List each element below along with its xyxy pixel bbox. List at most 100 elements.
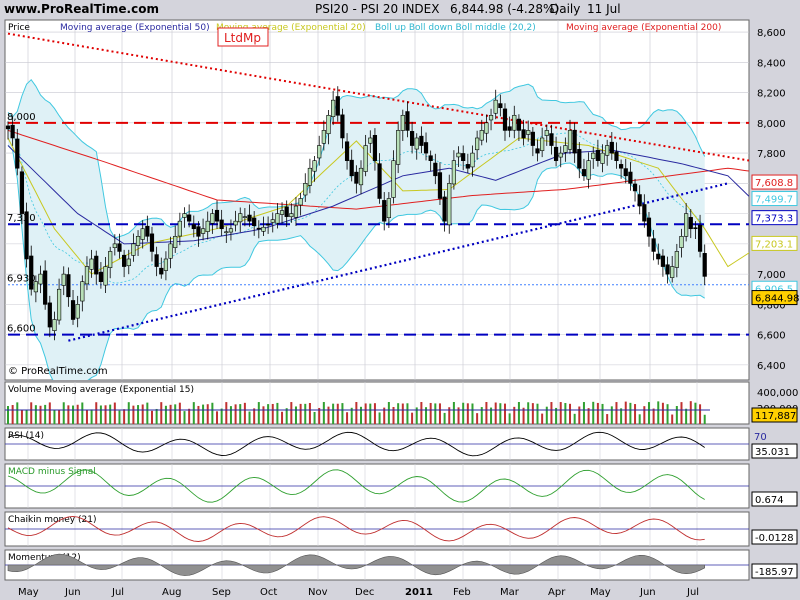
rsi-badge-label: 35.031: [755, 447, 790, 458]
volume-bar: [146, 402, 149, 424]
volume-bar: [141, 404, 144, 424]
volume-bar: [67, 405, 70, 424]
volume-bar: [582, 402, 585, 424]
candle-body: [605, 145, 610, 156]
price-badge: [751, 290, 798, 306]
candle-body: [609, 141, 614, 154]
y-tick-label: 6,600: [757, 331, 786, 342]
candle-body: [80, 281, 85, 302]
candle-body: [451, 160, 456, 185]
candle-body: [145, 225, 150, 237]
volume-bar: [58, 409, 61, 424]
indicator-panels: Volume Moving average (Exponential 15) 40…: [4, 381, 798, 581]
x-tick-label: Jun: [639, 587, 656, 598]
candle-body: [15, 138, 20, 169]
candle-body: [697, 224, 703, 252]
site-label[interactable]: www.ProRealTime.com: [4, 2, 159, 16]
x-tick-label: 2011: [405, 587, 433, 598]
candle-body: [224, 231, 229, 234]
volume-bar: [137, 405, 140, 424]
candle-body: [702, 253, 707, 277]
volume-bar: [276, 402, 279, 424]
y-tick-label: 8,600: [757, 28, 786, 39]
rsi-badge: [751, 443, 798, 459]
volume-bar: [206, 404, 209, 424]
candle-body: [456, 152, 461, 158]
volume-bar: [406, 403, 409, 424]
candle-body: [210, 213, 215, 224]
volume-bar: [39, 405, 42, 424]
candle-body: [261, 226, 266, 232]
volume-bar: [448, 407, 451, 424]
candle-body: [112, 243, 117, 249]
volume-bar: [48, 402, 51, 424]
candle-body: [135, 236, 141, 246]
volume-bar: [234, 404, 237, 424]
volume-bar: [164, 405, 167, 424]
annotation-box[interactable]: [217, 27, 269, 47]
volume-bar: [290, 402, 293, 424]
candle-body: [154, 254, 159, 267]
level-label: 6,930: [7, 274, 36, 285]
candle-body: [614, 151, 619, 161]
volume-bar: [680, 402, 683, 424]
candle-body: [61, 273, 66, 286]
candle-body: [563, 145, 568, 153]
volume-bar: [541, 413, 544, 424]
volume-bar: [174, 404, 177, 424]
volume-bar: [411, 412, 414, 424]
candle-body: [572, 129, 577, 154]
volume-bar: [490, 407, 493, 424]
candle-body: [623, 168, 628, 177]
candle-body: [475, 137, 480, 151]
volume-bar: [661, 402, 664, 424]
candle-body: [642, 204, 647, 222]
candle-body: [549, 133, 554, 146]
price-badge-label: 6,906.5: [755, 284, 793, 295]
candle-body: [298, 198, 303, 206]
volume-bar: [369, 403, 372, 424]
candle-body: [284, 206, 289, 217]
candle-body: [558, 152, 563, 158]
candle-body: [238, 213, 243, 223]
price-plot: [5, 32, 749, 380]
volume-bar: [262, 406, 265, 424]
candle-body: [665, 264, 670, 275]
price-badge-label: 7,499.7: [755, 195, 793, 206]
volume-bar: [95, 402, 98, 424]
volume-bar: [304, 403, 307, 424]
support-trendline: [68, 182, 729, 342]
x-tick-label: May: [18, 587, 39, 598]
candle-body: [386, 198, 391, 218]
volume-bar: [434, 403, 437, 424]
volume-bar: [522, 407, 525, 424]
legend-price: Price: [8, 23, 30, 33]
volume-bar: [188, 408, 191, 424]
candle-body: [331, 99, 336, 117]
candle-body: [447, 183, 452, 226]
candle-body: [84, 266, 90, 285]
volume-bar: [378, 412, 381, 424]
volume-bar: [634, 404, 637, 424]
volume-bar: [536, 403, 539, 424]
candle-body: [465, 164, 470, 169]
candle-body: [270, 219, 275, 223]
volume-bar: [197, 405, 200, 424]
candle-body: [391, 160, 396, 198]
volume-bar: [99, 405, 102, 424]
candle-body: [637, 194, 642, 207]
volume-bar: [327, 406, 330, 424]
candle-body: [516, 118, 522, 131]
candle-body: [423, 142, 429, 154]
candle-body: [577, 149, 582, 169]
volume-bar: [531, 403, 534, 424]
candle-body: [293, 205, 299, 218]
volume-bar: [499, 403, 502, 424]
candle-body: [553, 146, 559, 161]
volume-bar: [85, 410, 88, 424]
candle-body: [437, 172, 443, 199]
volume-bar: [257, 402, 260, 424]
volume-bar: [606, 414, 609, 424]
candle-body: [400, 114, 405, 131]
volume-bar: [150, 410, 153, 424]
